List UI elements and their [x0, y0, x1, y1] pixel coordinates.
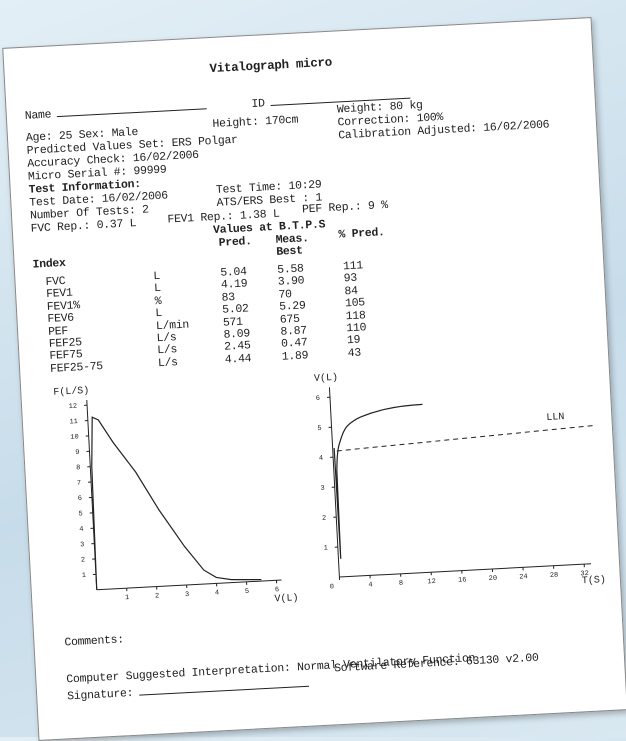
x-tick-label: 4: [215, 589, 220, 597]
pred-header: Pred.: [218, 235, 252, 250]
y-tick-label: 10: [70, 433, 79, 441]
title: Vitalograph micro: [209, 56, 332, 76]
signature-label: Signature:: [67, 687, 134, 703]
y-tick-label: 8: [76, 464, 81, 472]
table-cell: L/s: [158, 356, 178, 370]
comments: Comments:: [64, 633, 124, 649]
x-tick-label: 6: [275, 586, 280, 594]
y-tick-label: 9: [75, 449, 80, 457]
table-cell: L: [154, 282, 161, 295]
x-axis: [97, 580, 282, 590]
x-tick-label: 0: [330, 583, 335, 591]
x-tick-label: 12: [427, 578, 436, 586]
volume-time-curve: [332, 404, 430, 559]
y-axis-label: F(L/S): [53, 385, 90, 399]
x-tick-label: 5: [245, 588, 250, 596]
y-tick-label: 4: [79, 526, 84, 534]
x-tick-label: 3: [185, 591, 190, 599]
name-label: Name: [25, 108, 52, 122]
underline: [57, 98, 207, 117]
id-label: ID: [251, 97, 265, 111]
x-tick-label: 2: [155, 592, 160, 600]
flow-volume-curve: [88, 409, 262, 590]
y-tick-label: 1: [323, 545, 328, 553]
y-tick-label: 11: [69, 418, 78, 426]
report-sheet: Vitalograph micro Name ID Age: 25 Sex: M…: [2, 17, 626, 741]
height: Height: 170cm: [212, 114, 298, 131]
y-tick-label: 3: [320, 485, 325, 493]
pct-header: % Pred.: [338, 226, 385, 241]
lln-label: LLN: [546, 412, 565, 424]
y-tick-label: 7: [77, 480, 82, 488]
y-tick-label: 12: [69, 403, 78, 411]
x-tick-label: 28: [550, 572, 559, 580]
x-tick-label: 1: [125, 594, 130, 602]
table-cell: 4.44: [225, 352, 252, 366]
lln-line: [336, 425, 594, 450]
name-field: Name: [24, 98, 207, 123]
x-tick-label: 20: [489, 575, 498, 583]
table-cell: 1.89: [281, 349, 308, 363]
y-tick-label: 6: [78, 495, 83, 503]
y-tick-label: 6: [316, 395, 321, 403]
x-tick-label: 16: [458, 576, 467, 584]
table-cell: 43: [347, 346, 361, 360]
y-tick-label: 3: [80, 541, 85, 549]
table-cell: L: [155, 307, 162, 320]
y-tick-label: 4: [319, 455, 324, 463]
x-tick-label: 24: [519, 573, 528, 581]
y-tick-label: 2: [81, 556, 86, 564]
table-cell: FEF25-75: [50, 360, 103, 376]
y-axis-label: V(L): [314, 372, 339, 385]
best-header: Best: [276, 244, 303, 258]
y-tick-label: 2: [322, 515, 327, 523]
y-tick-label: 5: [78, 510, 83, 518]
table-cell: %: [154, 295, 161, 308]
x-tick-label: 4: [368, 581, 373, 589]
y-tick-label: 5: [317, 425, 322, 433]
x-tick-label: 32: [580, 570, 589, 578]
x-tick-label: 8: [399, 580, 404, 588]
table-cell: L: [153, 270, 160, 283]
index-header: Index: [32, 257, 66, 272]
y-tick-label: 1: [82, 572, 87, 580]
